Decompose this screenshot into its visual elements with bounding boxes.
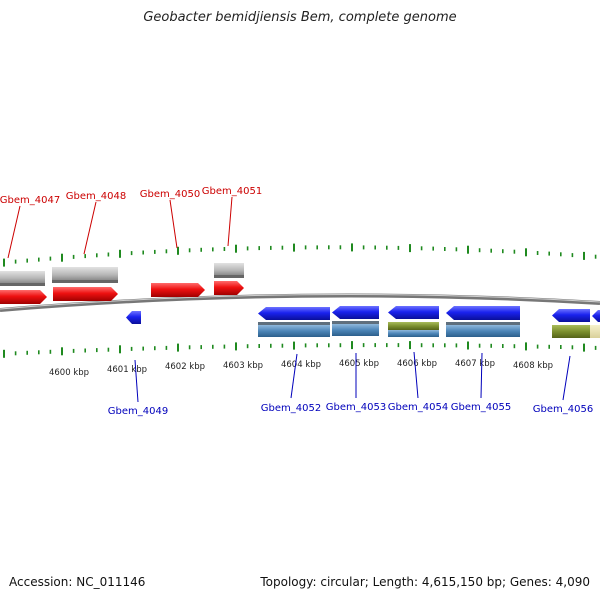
leader-line [227, 196, 233, 247]
reverse-genes [126, 306, 600, 324]
gene-label-gbem-4056[interactable]: Gbem_4056 [533, 404, 593, 415]
scale-labels: 4600 kbp 4601 kbp 4602 kbp 4603 kbp 4604… [49, 359, 553, 378]
leader-line [290, 353, 298, 399]
outer-tick-marks [3, 243, 597, 267]
forward-gene-labels: Gbem_4047 Gbem_4048 Gbem_4050 Gbem_4051 [0, 186, 262, 259]
gene-arrow-gbem-4055[interactable] [446, 306, 520, 320]
leader-line [7, 205, 21, 259]
scale-label: 4600 kbp [49, 368, 89, 378]
leader-line [562, 355, 571, 401]
map-title: Geobacter bemidjiensis Bem, complete gen… [143, 10, 457, 25]
leader-line [480, 352, 483, 399]
gray-feature[interactable] [0, 283, 45, 286]
gene-arrow-gbem-4050[interactable] [151, 283, 205, 297]
scale-label: 4604 kbp [281, 360, 321, 370]
gene-label-gbem-4051[interactable]: Gbem_4051 [202, 186, 262, 197]
leader-line [413, 351, 419, 399]
backbone-highlight [0, 293, 600, 310]
gray-feature[interactable] [52, 267, 118, 280]
steel-feature[interactable] [388, 330, 439, 337]
gene-label-gbem-4053[interactable]: Gbem_4053 [326, 402, 386, 413]
genome-stats-text: Topology: circular; Length: 4,615,150 bp… [260, 575, 590, 589]
gene-arrow-gbem-4048[interactable] [53, 287, 118, 301]
leader-line [134, 359, 139, 403]
accession-text: Accession: NC_011146 [9, 575, 146, 589]
gene-arrow-gbem-4053[interactable] [332, 306, 379, 319]
gene-arrow-gbem-4056[interactable] [552, 309, 590, 322]
reverse-secondary-track [258, 321, 600, 338]
gene-arrow-gbem-4054[interactable] [388, 306, 439, 319]
steel-feature[interactable] [258, 325, 330, 337]
gene-label-gbem-4048[interactable]: Gbem_4048 [66, 191, 126, 202]
olive-feature[interactable] [388, 322, 439, 330]
gray-feature[interactable] [214, 263, 244, 275]
gene-label-gbem-4052[interactable]: Gbem_4052 [261, 403, 321, 414]
pale-feature[interactable] [590, 325, 600, 338]
gene-label-gbem-4050[interactable]: Gbem_4050 [140, 189, 200, 200]
scale-label: 4607 kbp [455, 359, 495, 369]
reverse-gene-labels: Gbem_4049 Gbem_4052 Gbem_4053 Gbem_4054 … [108, 351, 593, 417]
gene-label-gbem-4047[interactable]: Gbem_4047 [0, 195, 60, 206]
gray-feature[interactable] [0, 271, 45, 283]
backbone [0, 293, 600, 312]
steel-feature[interactable] [446, 322, 520, 325]
scale-label: 4608 kbp [513, 361, 553, 371]
forward-genes [0, 281, 244, 304]
leader-line [169, 199, 178, 249]
gene-label-gbem-4049[interactable]: Gbem_4049 [108, 406, 168, 417]
scale-label: 4602 kbp [165, 362, 205, 372]
olive-feature[interactable] [552, 325, 590, 338]
gene-label-gbem-4054[interactable]: Gbem_4054 [388, 402, 448, 413]
steel-feature[interactable] [332, 321, 379, 324]
forward-secondary-track [0, 263, 244, 286]
steel-feature[interactable] [258, 322, 330, 325]
scale-label: 4605 kbp [339, 359, 379, 369]
scale-label: 4603 kbp [223, 361, 263, 371]
steel-feature[interactable] [332, 324, 379, 336]
scale-label: 4606 kbp [397, 359, 437, 369]
inner-tick-marks [3, 341, 597, 358]
gray-feature[interactable] [214, 275, 244, 278]
gene-arrow-gbem-4052[interactable] [258, 307, 330, 320]
gene-arrow-gbem-4051[interactable] [214, 281, 244, 295]
gene-arrow-gbem-4049[interactable] [126, 311, 141, 324]
leader-line [83, 201, 97, 255]
gene-arrow-partial[interactable] [592, 310, 600, 322]
gray-feature[interactable] [52, 280, 118, 283]
steel-feature[interactable] [446, 325, 520, 337]
gene-arrow-gbem-4047[interactable] [0, 290, 47, 304]
scale-label: 4601 kbp [107, 365, 147, 375]
gene-label-gbem-4055[interactable]: Gbem_4055 [451, 402, 511, 413]
